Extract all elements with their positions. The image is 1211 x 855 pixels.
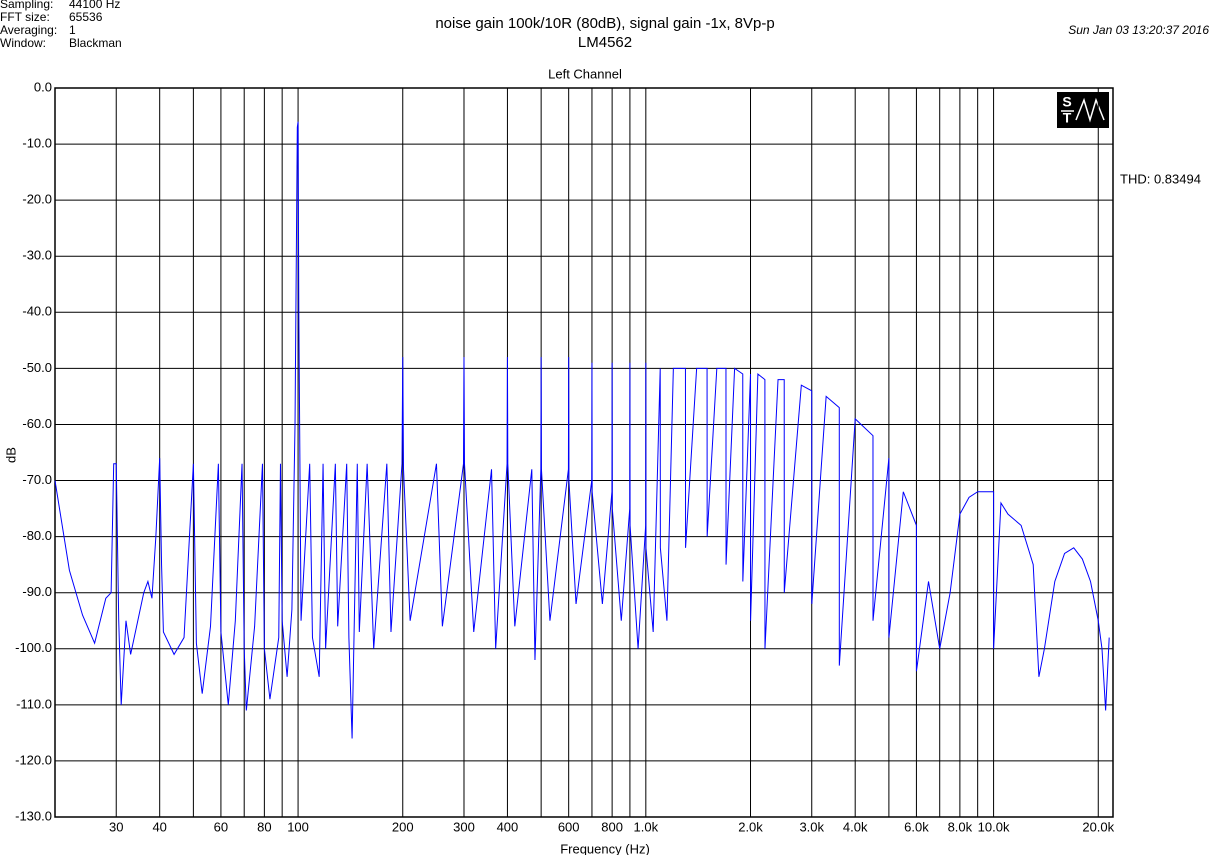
x-tick-label: 200 <box>392 819 414 834</box>
x-tick-label: 4.0k <box>843 819 868 834</box>
info-label: Averaging: <box>0 23 57 37</box>
thd-annotation: THD: 0.83494 <box>1120 171 1201 186</box>
x-tick-label: 300 <box>453 819 475 834</box>
info-value: 65536 <box>69 10 103 24</box>
logo-glyph: S <box>1062 94 1071 110</box>
x-axis-label: Frequency (Hz) <box>560 841 650 855</box>
y-tick-label: -30.0 <box>22 248 52 263</box>
x-tick-label: 600 <box>558 819 580 834</box>
y-tick-label: -50.0 <box>22 360 52 375</box>
y-tick-label: -130.0 <box>15 808 52 823</box>
x-tick-label: 60 <box>214 819 228 834</box>
x-tick-label: 40 <box>152 819 166 834</box>
x-tick-label: 20.0k <box>1082 819 1114 834</box>
x-tick-label: 800 <box>601 819 623 834</box>
chart-subtitle: LM4562 <box>578 34 632 51</box>
x-tick-label: 30 <box>109 819 123 834</box>
logo-glyph: T <box>1063 110 1072 126</box>
spectrum-line <box>54 121 1110 739</box>
y-axis-label: dB <box>3 447 18 463</box>
y-tick-label: -20.0 <box>22 192 52 207</box>
plot-title: Left Channel <box>548 66 622 81</box>
info-value: 1 <box>69 23 76 37</box>
logo: S T <box>1057 92 1109 128</box>
date: Sun Jan 03 13:20:37 2016 <box>1068 23 1209 37</box>
x-tick-label: 8.0k <box>948 819 973 834</box>
info-label: FFT size: <box>0 10 50 24</box>
info-label: Sampling: <box>0 0 53 11</box>
x-tick-label: 10.0k <box>978 819 1010 834</box>
y-tick-label: -60.0 <box>22 416 52 431</box>
x-tick-label: 3.0k <box>799 819 824 834</box>
info-label: Window: <box>0 36 46 50</box>
x-tick-label: 100 <box>287 819 309 834</box>
y-tick-label: -80.0 <box>22 528 52 543</box>
x-tick-label: 400 <box>497 819 519 834</box>
y-tick-label: -40.0 <box>22 304 52 319</box>
y-tick-label: 0.0 <box>34 79 52 94</box>
y-tick-label: -120.0 <box>15 752 52 767</box>
plot-frame <box>54 87 1114 818</box>
x-tick-label: 1.0k <box>634 819 659 834</box>
x-tick-label: 6.0k <box>904 819 929 834</box>
y-tick-label: -10.0 <box>22 136 52 151</box>
x-tick-label: 2.0k <box>738 819 763 834</box>
x-tick-label: 80 <box>257 819 271 834</box>
y-tick-label: -70.0 <box>22 472 52 487</box>
y-tick-label: -90.0 <box>22 584 52 599</box>
y-tick-label: -100.0 <box>15 640 52 655</box>
chart-title: noise gain 100k/10R (80dB), signal gain … <box>435 15 774 32</box>
info-value: 44100 Hz <box>69 0 120 11</box>
y-tick-label: -110.0 <box>16 696 52 711</box>
info-value: Blackman <box>69 36 122 50</box>
